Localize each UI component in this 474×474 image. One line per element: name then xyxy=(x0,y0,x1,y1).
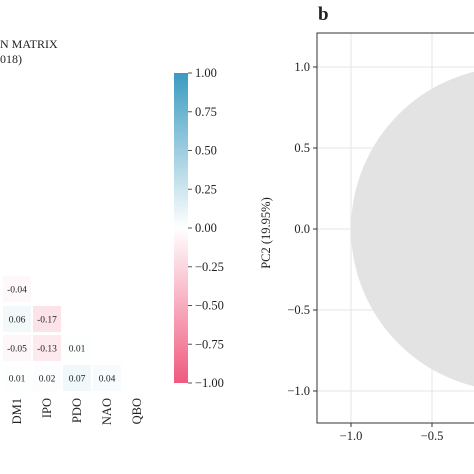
y-tick-label: −0.5 xyxy=(287,303,310,317)
colorbar-tick-label: 0.50 xyxy=(195,144,217,158)
matrix-cell xyxy=(3,335,31,361)
column-label: NAO xyxy=(100,398,114,425)
cell-value-label: -0.17 xyxy=(37,316,57,326)
cell-value-label: -0.04 xyxy=(7,286,27,296)
matrix-cell xyxy=(3,365,31,391)
colorbar-tick-label: −1.00 xyxy=(195,376,224,390)
plot-frame xyxy=(316,32,474,424)
x-tick-label: −0.5 xyxy=(421,429,444,443)
cell-value-label: -0.13 xyxy=(37,345,57,355)
matrix-cell xyxy=(33,306,61,332)
matrix-cell xyxy=(93,365,121,391)
colorbar-tick-label: 0.75 xyxy=(195,105,217,119)
y-tick-label: 1.0 xyxy=(294,60,310,74)
column-label: QBO xyxy=(130,398,144,424)
matrix-cell xyxy=(63,365,91,391)
y-tick-label: 0.5 xyxy=(294,141,310,155)
matrix-cell xyxy=(33,335,61,361)
matrix-cell xyxy=(33,365,61,391)
colorbar-tick-label: 0.00 xyxy=(195,221,217,235)
cell-value-label: 0.01 xyxy=(9,375,26,385)
matrix-title: N MATRIX xyxy=(0,37,58,51)
x-tick-label: −1.0 xyxy=(340,429,363,443)
colorbar-tick-label: 1.00 xyxy=(195,66,217,80)
cell-value-label: -0.05 xyxy=(7,345,27,355)
column-label: IPO xyxy=(40,398,54,418)
matrix-cell xyxy=(3,306,31,332)
y-axis-label: PC2 (19.95%) xyxy=(259,197,273,269)
colorbar-tick-label: −0.75 xyxy=(195,337,224,351)
cell-value-label: 0.04 xyxy=(99,375,116,385)
column-label: PDO xyxy=(70,398,84,423)
cell-value-label: 0.06 xyxy=(9,316,26,326)
cell-value-label: 0.02 xyxy=(39,375,56,385)
y-tick-label: −1.0 xyxy=(287,384,310,398)
matrix-cell xyxy=(63,335,91,361)
colorbar-tick-label: −0.25 xyxy=(195,260,224,274)
colorbar-tick-label: 0.25 xyxy=(195,182,217,196)
cell-value-label: 0.01 xyxy=(69,345,86,355)
unit-circle xyxy=(351,71,474,387)
correlation-matrix-panel: N MATRIX 018) -0.04 0.06 -0.17 -0.05 -0.13 0.… xyxy=(0,37,224,425)
pca-panel: b 1.0 0.5 0.0 −0.5 −1.0 −1.0 −0.5 PC2 (19.95%… xyxy=(259,4,474,443)
colorbar xyxy=(174,73,188,383)
y-tick-label: 0.0 xyxy=(294,222,310,236)
cell-value-label: 0.07 xyxy=(69,375,86,385)
colorbar-tick-label: −0.50 xyxy=(195,299,224,313)
column-label: DM1 xyxy=(10,398,24,424)
matrix-subtitle: 018) xyxy=(0,52,22,66)
panel-label-b: b xyxy=(318,4,329,25)
matrix-cell xyxy=(3,276,31,302)
